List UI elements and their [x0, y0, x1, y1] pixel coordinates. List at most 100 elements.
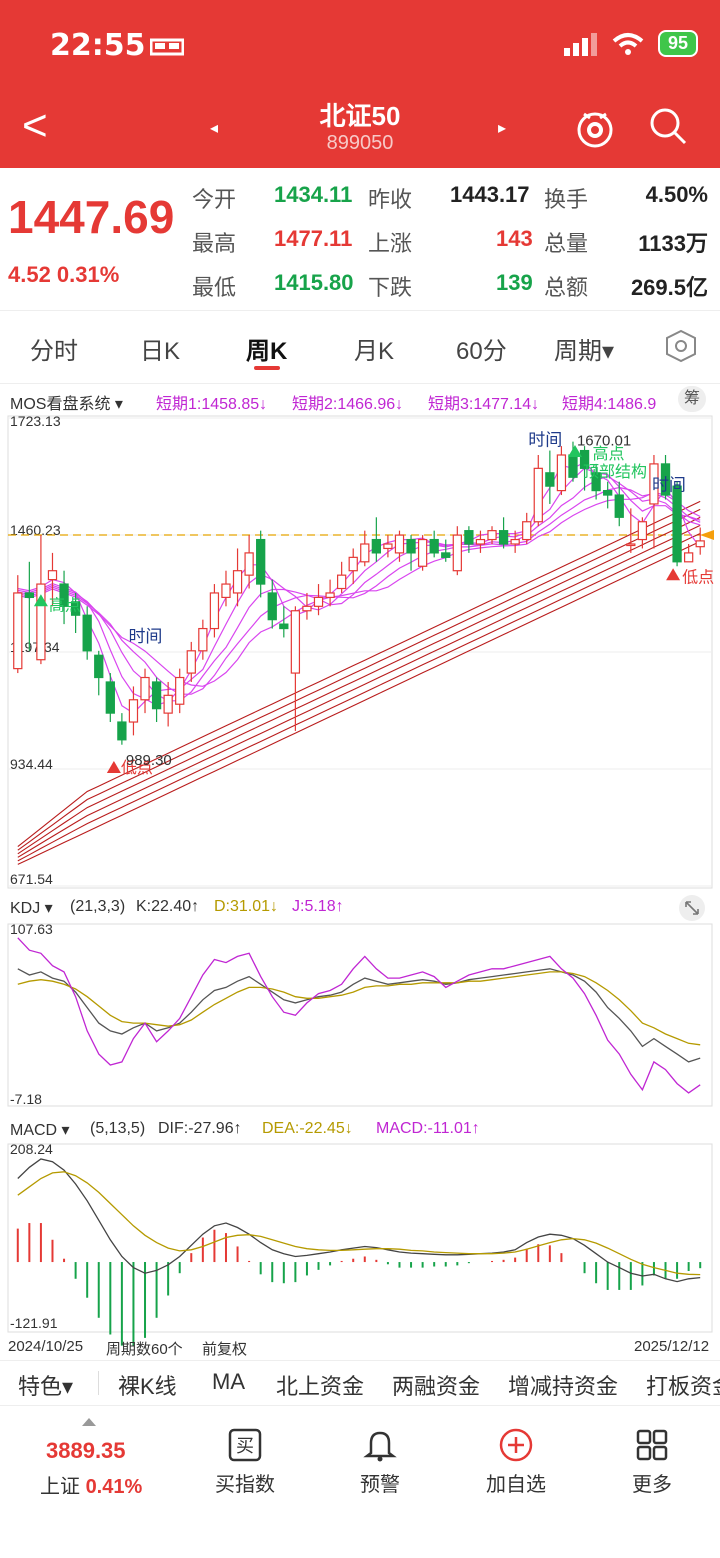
short-ma-line [17, 491, 701, 687]
macd-y-bottom: -121.91 [10, 1315, 58, 1331]
candle [429, 538, 439, 554]
nav-buy-index[interactable]: 买 买指数 [185, 1428, 305, 1497]
candle [603, 489, 613, 496]
candle [614, 494, 624, 518]
ann-low-1: 低点 [121, 759, 153, 777]
high-point-marker-2 [567, 444, 582, 457]
feature-limit-up[interactable]: 打板资金 [646, 1374, 720, 1399]
candle [244, 552, 254, 576]
bottom-nav: 3889.35 上证 0.41% 买 买指数 预警 加自选 更多 [0, 1414, 720, 1524]
macd-select[interactable]: MACD ▾ [10, 1122, 70, 1139]
kdj-y-top: 107.63 [10, 921, 53, 937]
tab-intraday[interactable]: 分时 [30, 338, 78, 365]
tab-monthly[interactable]: 月K [354, 338, 395, 365]
feature-special[interactable]: 特色▾ [18, 1374, 74, 1399]
candle [117, 721, 127, 741]
y-label-3: 1197.34 [10, 639, 60, 655]
kline-chart[interactable]: 1723.131460.231197.34934.44671.54时间高点低点9… [0, 382, 720, 1358]
macd-name: MACD [10, 1122, 58, 1139]
bed-icon [150, 38, 184, 56]
app-header: 22:55 95 < ◂ 北证50 899050 ▸ [0, 0, 720, 168]
candle [94, 654, 104, 679]
axis-start-date: 2024/10/25 [8, 1338, 84, 1355]
candle [695, 540, 705, 548]
ann-high-2: 高点 [593, 445, 625, 463]
signal-icon [563, 32, 597, 56]
index-summary[interactable]: 上证 0.41% [40, 1470, 142, 1499]
prev-close-label: 昨收 [368, 187, 413, 212]
back-button[interactable]: < [22, 101, 48, 150]
nav-alert[interactable]: 预警 [320, 1428, 440, 1497]
prev-stock-button[interactable]: ◂ [210, 120, 219, 137]
candle [498, 530, 509, 545]
price-change: 4.52 0.31% [8, 262, 120, 287]
up-label: 上涨 [368, 231, 413, 256]
macd-dif-value: DIF:-27.96↑ [158, 1120, 242, 1137]
kdj-j-line [17, 937, 701, 1094]
candle [325, 592, 335, 599]
long-ma-line [17, 524, 701, 858]
long-ma-line [17, 533, 701, 862]
status-icons: 95 [563, 30, 698, 57]
mos-system-label: MOS看盘系统 [10, 396, 111, 413]
candle [417, 538, 428, 567]
feature-margin[interactable]: 两融资金 [392, 1374, 481, 1399]
down-count: 139 [496, 270, 533, 295]
candle [360, 543, 370, 563]
volume-label: 总量 [544, 231, 589, 256]
expand-icon[interactable] [678, 894, 706, 922]
macd-y-top: 208.24 [10, 1141, 53, 1157]
feature-naked-k[interactable]: 裸K线 [118, 1374, 177, 1399]
axis-end-date: 2025/12/12 [634, 1338, 710, 1355]
tab-period-menu[interactable]: 周期▾ [554, 338, 615, 365]
ann-time-3: 时间 [652, 476, 686, 495]
settings-hex-icon[interactable] [664, 329, 698, 363]
feature-holding-change[interactable]: 增减持资金 [508, 1374, 619, 1399]
kdj-d-line [17, 971, 701, 1046]
candle [47, 570, 58, 581]
feature-ma[interactable]: MA [212, 1369, 245, 1394]
candle [24, 592, 34, 599]
tab-weekly[interactable]: 周K [246, 338, 288, 365]
candle [348, 556, 358, 572]
index-value[interactable]: 3889.35 [46, 1438, 126, 1463]
long-ma-line [17, 500, 701, 848]
short-ma-line [17, 475, 701, 702]
candle [637, 521, 648, 541]
next-stock-button[interactable]: ▸ [498, 120, 507, 137]
kdj-j-value: J:5.18↑ [292, 898, 344, 915]
candle [452, 534, 462, 572]
feature-northbound[interactable]: 北上资金 [276, 1374, 365, 1399]
chip-button[interactable]: 筹 [678, 386, 706, 412]
turnover-label: 换手 [544, 187, 589, 212]
candle [406, 538, 416, 554]
nav-add-watchlist[interactable]: 加自选 [456, 1428, 576, 1497]
long-ma-line [17, 516, 701, 855]
mos-system-select[interactable]: MOS看盘系统 ▾ [10, 396, 123, 413]
nav-more[interactable]: 更多 [592, 1428, 712, 1497]
wifi-icon [612, 32, 644, 55]
amount-label: 总额 [544, 275, 589, 300]
mascot-icon[interactable] [574, 106, 616, 150]
feature-bar: 特色▾ 裸K线 MA 北上资金 两融资金 增减持资金 打板资金 [0, 1360, 720, 1406]
candle [464, 530, 474, 545]
candle [568, 454, 578, 478]
candle [175, 676, 185, 705]
active-tab-underline [254, 366, 280, 370]
candle [660, 463, 671, 496]
search-icon[interactable] [648, 106, 688, 146]
candle [267, 592, 277, 621]
high-point-marker [33, 594, 48, 607]
kdj-select[interactable]: KDJ ▾ [10, 900, 53, 917]
candle [221, 583, 231, 599]
candle [545, 472, 555, 487]
long-ma-line [17, 508, 701, 851]
tab-60min[interactable]: 60分 [456, 338, 507, 365]
candle [684, 552, 694, 563]
candle [82, 614, 92, 652]
candle [70, 601, 81, 616]
panel-frame [7, 923, 713, 1107]
tab-daily[interactable]: 日K [140, 338, 181, 365]
kdj-y-bottom: -7.18 [10, 1091, 42, 1107]
candle [209, 592, 220, 630]
